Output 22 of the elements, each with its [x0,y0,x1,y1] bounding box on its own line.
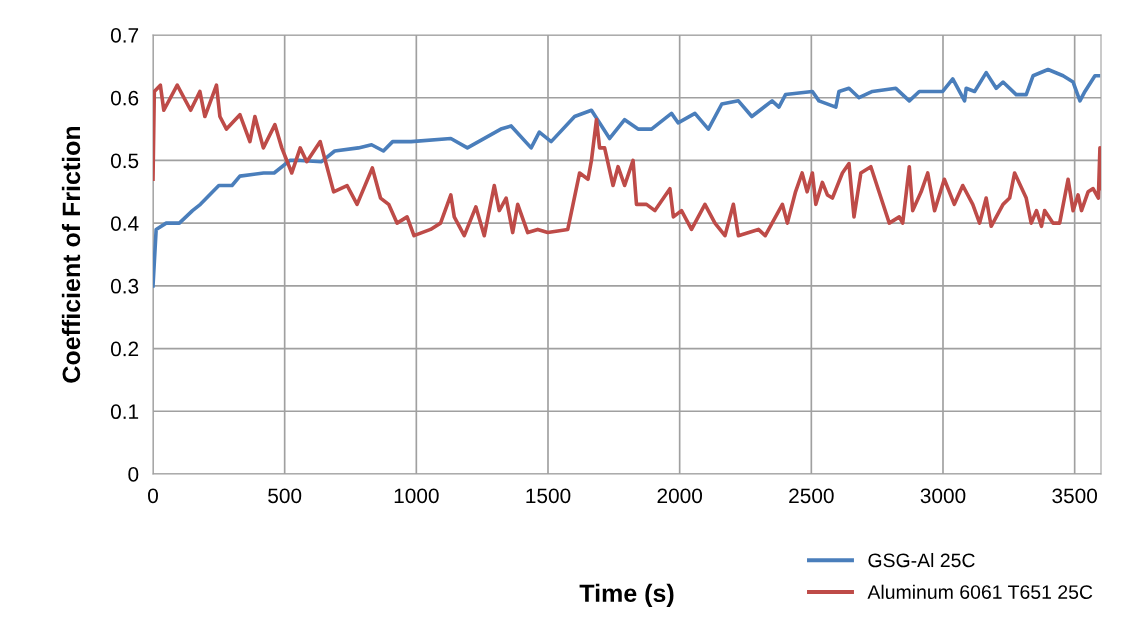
y-tick-label: 0.4 [110,216,139,231]
legend-label: Aluminum 6061 T651 25C [867,584,1093,599]
y-tick-label: 0.5 [110,153,139,169]
x-tick-label: 2000 [657,488,703,504]
y-tick-label: 0.2 [110,341,139,357]
x-tick-label: 3000 [920,488,966,504]
x-axis-title: Time (s) [579,583,674,608]
x-tick-label: 1500 [526,488,571,504]
x-tick-label: 0 [148,488,158,504]
line-series [153,83,1101,238]
x-tick-label: 1000 [394,488,439,504]
legend-label: GSG-Al 25C [868,552,975,568]
y-tick-label: 0.7 [110,28,139,43]
y-axis-title: Coefficient of Friction [61,126,81,383]
x-tick-label: 3500 [1052,488,1098,504]
x-tick-label: 500 [268,488,302,504]
x-tick-label: 2500 [789,488,834,504]
y-tick-label: 0.6 [110,90,139,106]
line-series [153,67,1101,288]
y-tick-label: 0.3 [110,278,139,294]
y-tick-label: 0.1 [110,404,139,420]
y-tick-label: 0 [128,467,139,482]
